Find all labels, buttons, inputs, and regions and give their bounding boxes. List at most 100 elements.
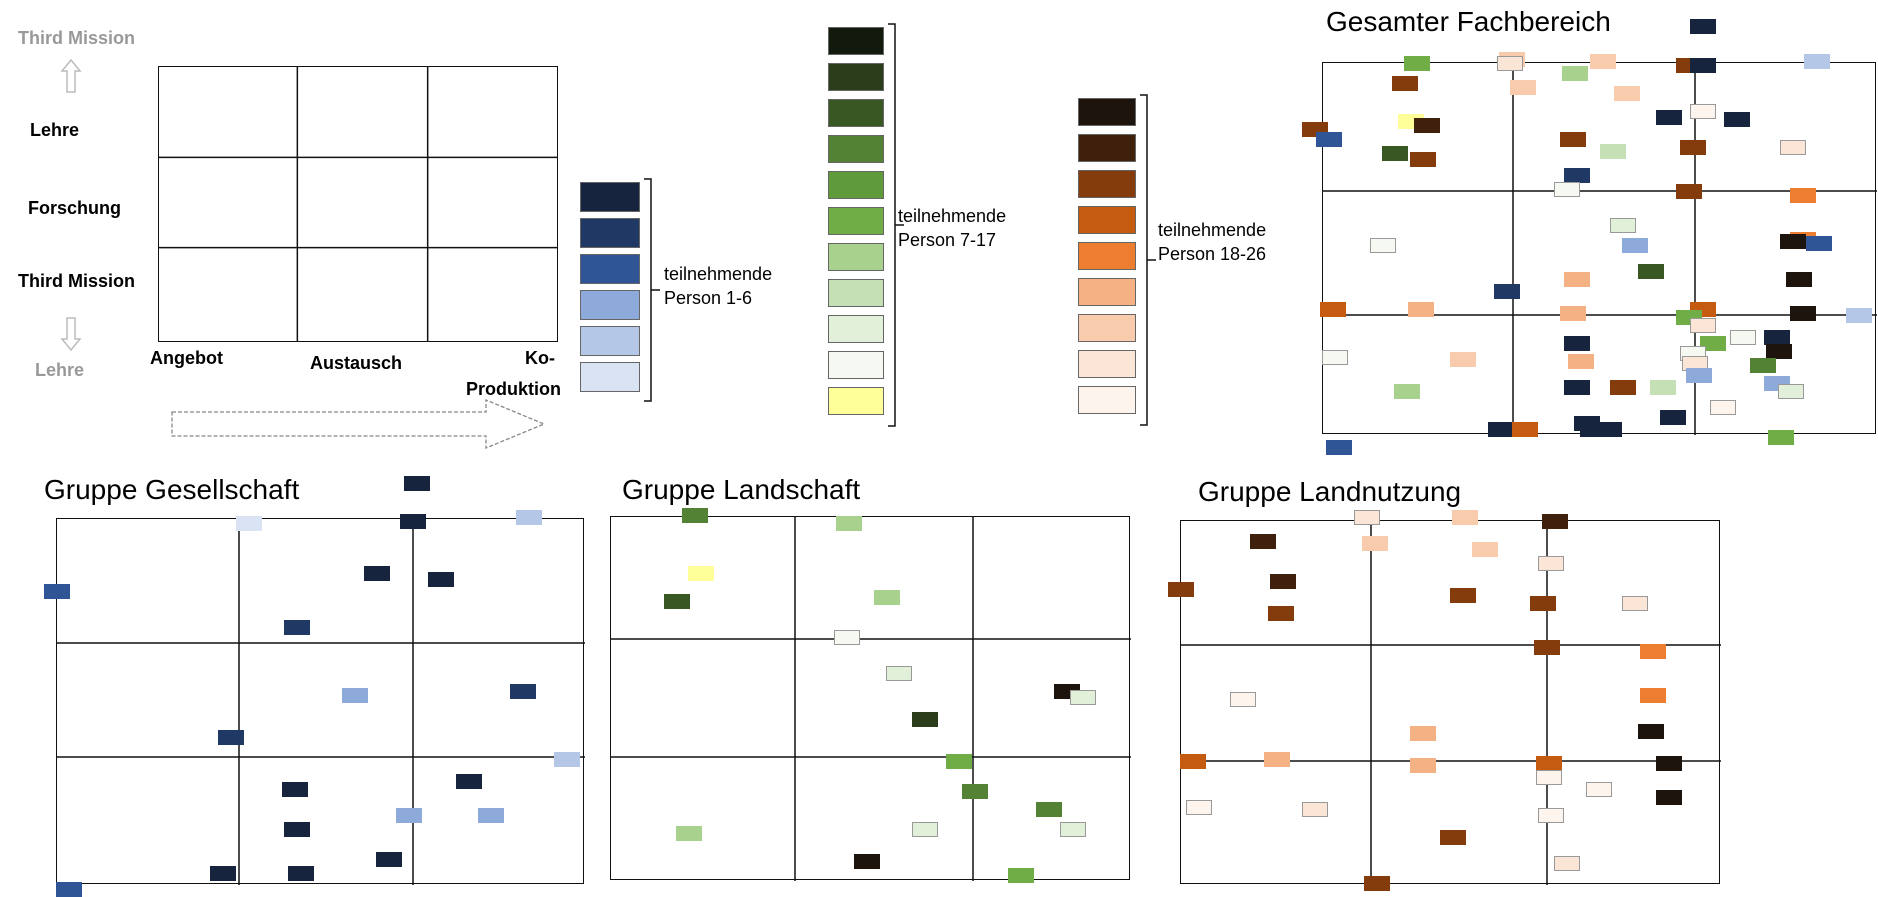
participant-marker: [400, 514, 426, 529]
participant-marker: [1790, 306, 1816, 321]
participant-marker: [1036, 802, 1062, 817]
participant-marker: [1640, 688, 1666, 703]
bottom-axis-label: Lehre: [35, 360, 85, 380]
participant-marker: [1806, 236, 1832, 251]
row-label-lehre: Lehre: [30, 120, 80, 140]
participant-marker: [456, 774, 482, 789]
participant-marker: [1536, 770, 1562, 785]
col-label-angebot: Angebot: [150, 348, 223, 368]
participant-marker: [834, 630, 860, 645]
participant-marker: [1610, 218, 1636, 233]
participant-marker: [1268, 606, 1294, 621]
participant-marker: [284, 620, 310, 635]
participant-marker: [1364, 876, 1390, 891]
legend-swatch: [828, 315, 884, 343]
legend-swatch: [828, 63, 884, 91]
participant-marker: [1534, 640, 1560, 655]
participant-marker: [1322, 350, 1348, 365]
participant-marker: [1450, 588, 1476, 603]
participant-marker: [1392, 76, 1418, 91]
participant-marker: [1600, 144, 1626, 159]
participant-marker: [1622, 596, 1648, 611]
participant-marker: [1690, 19, 1716, 34]
legend-swatch: [828, 135, 884, 163]
participant-marker: [1778, 384, 1804, 399]
participant-marker: [1410, 152, 1436, 167]
legend-swatch: [1078, 350, 1136, 378]
participant-marker: [1538, 808, 1564, 823]
participant-marker: [1564, 380, 1590, 395]
participant-marker: [1440, 830, 1466, 845]
up-arrow-icon: [60, 58, 82, 93]
participant-marker: [1690, 58, 1716, 73]
participant-marker: [1766, 344, 1792, 359]
participant-marker: [912, 712, 938, 727]
participant-marker: [1060, 822, 1086, 837]
participant-marker: [1656, 110, 1682, 125]
participant-marker: [1656, 756, 1682, 771]
panel-title-landschaft: Gruppe Landschaft: [622, 474, 861, 505]
participant-marker: [1638, 264, 1664, 279]
participant-marker: [854, 854, 880, 869]
participant-marker: [284, 822, 310, 837]
legend-swatch: [1078, 386, 1136, 414]
participant-marker: [396, 808, 422, 823]
participant-marker: [1786, 272, 1812, 287]
participant-marker: [1264, 752, 1290, 767]
legend-swatch: [1078, 314, 1136, 342]
legend-swatch: [828, 387, 884, 415]
legend-green-label-2: Person 7-17: [898, 230, 997, 250]
participant-marker: [56, 882, 82, 897]
participant-marker: [1488, 422, 1514, 437]
participant-marker: [1538, 556, 1564, 571]
participant-marker: [1638, 724, 1664, 739]
legend-swatch: [580, 362, 640, 392]
panel-grid: [610, 516, 1131, 881]
participant-marker: [682, 508, 708, 523]
participant-marker: [1554, 182, 1580, 197]
participant-marker: [1408, 302, 1434, 317]
participant-marker: [218, 730, 244, 745]
participant-marker: [946, 754, 972, 769]
participant-marker: [364, 566, 390, 581]
legend-swatch: [828, 351, 884, 379]
participant-marker: [1730, 330, 1756, 345]
participant-marker: [1070, 690, 1096, 705]
participant-marker: [676, 826, 702, 841]
col-label-produktion: Produktion: [466, 379, 561, 399]
participant-marker: [1542, 514, 1568, 529]
participant-marker: [1270, 574, 1296, 589]
participant-marker: [1614, 86, 1640, 101]
legend-blue-label-2: Person 1-6: [664, 288, 753, 308]
down-arrow-icon: [60, 317, 82, 352]
participant-marker: [1690, 104, 1716, 119]
participant-marker: [1690, 318, 1716, 333]
participant-marker: [1768, 430, 1794, 445]
participant-marker: [1846, 308, 1872, 323]
participant-marker: [1750, 358, 1776, 373]
participant-marker: [1320, 302, 1346, 317]
legend-orange-label-1: teilnehmende: [1158, 220, 1267, 240]
legend-bracket-icon: [888, 23, 904, 427]
participant-marker: [1326, 440, 1352, 455]
panel-grid: [56, 518, 585, 885]
participant-marker: [1590, 54, 1616, 69]
legend-swatch: [1078, 98, 1136, 126]
participant-marker: [874, 590, 900, 605]
participant-marker: [1168, 582, 1194, 597]
participant-marker: [1394, 384, 1420, 399]
legend-bracket-icon: [1140, 94, 1156, 426]
participant-marker: [1564, 168, 1590, 183]
participant-marker: [688, 566, 714, 581]
participant-marker: [428, 572, 454, 587]
participant-marker: [1724, 112, 1750, 127]
participant-marker: [1560, 306, 1586, 321]
participant-marker: [1362, 536, 1388, 551]
participant-marker: [1790, 188, 1816, 203]
participant-marker: [1656, 790, 1682, 805]
participant-marker: [342, 688, 368, 703]
participant-marker: [1410, 726, 1436, 741]
legend-swatch: [580, 182, 640, 212]
participant-marker: [236, 516, 262, 531]
